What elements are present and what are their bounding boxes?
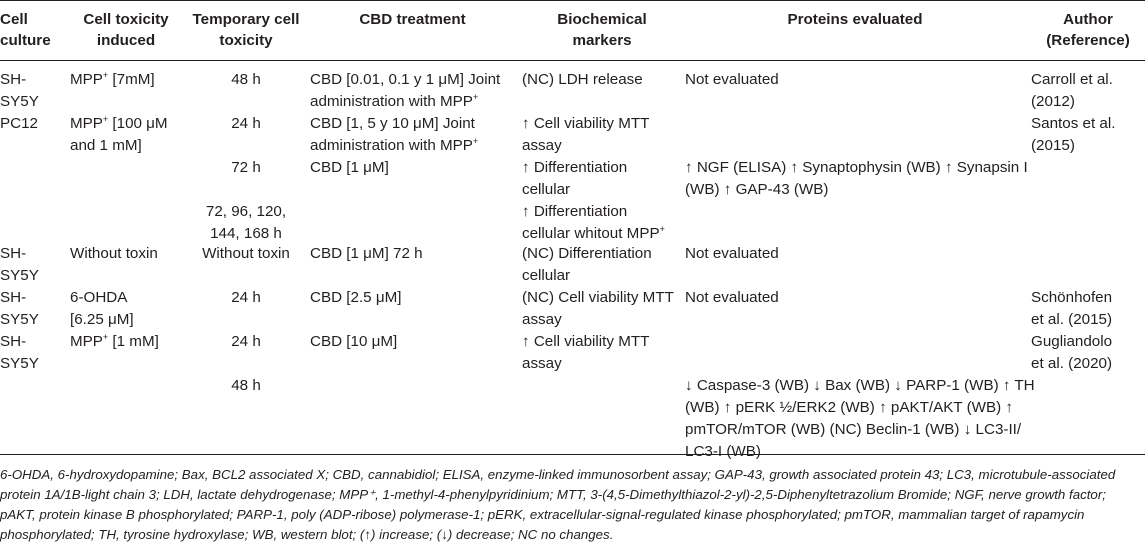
- table-cell-proteins: Not evaluated: [685, 289, 779, 306]
- column-header-cbd: CBD treatment: [359, 11, 466, 28]
- table-cell-toxicity: Without toxin: [70, 245, 158, 262]
- column-header-temporary: Temporary cell toxicity: [192, 11, 300, 49]
- table-cell-toxicity: MPP+ [1 mM]: [70, 331, 159, 350]
- table-cell-markers: ↑ Differentiation cellular whitout MPP+: [522, 203, 665, 242]
- table-cell-author: Santos et al. (2015): [1031, 115, 1116, 154]
- table-cell-toxicity: 6-OHDA [6.25 μM]: [70, 289, 134, 328]
- table-cell-culture: SH- SY5Y: [0, 289, 39, 328]
- table-cell-culture: SH- SY5Y: [0, 245, 39, 284]
- table-cell-markers: (NC) LDH release: [522, 71, 643, 88]
- table-cell-author: Carroll et al. (2012): [1031, 71, 1113, 110]
- table-cell-markers: (NC) Differentiation cellular: [522, 245, 652, 284]
- table-cell-temporary: 72, 96, 120, 144, 168 h: [205, 203, 287, 242]
- table-cell-toxicity: MPP+ [7mM]: [70, 69, 155, 88]
- table-cell-temporary: 48 h: [231, 71, 261, 88]
- table-cell-temporary: 72 h: [231, 159, 261, 176]
- table-cell-markers: ↑ Cell viability MTT assay: [522, 115, 650, 154]
- header-rule: [0, 60, 1145, 61]
- table-cell-markers: (NC) Cell viability MTT assay: [522, 289, 674, 328]
- table-cell-proteins: ↑ NGF (ELISA) ↑ Synaptophysin (WB) ↑ Syn…: [685, 159, 1028, 198]
- table-cell-cbd: CBD [0.01, 0.1 y 1 μM] Joint administrati…: [310, 71, 501, 110]
- table-cell-author: Schönhofen et al. (2015): [1031, 289, 1113, 328]
- bottom-rule: [0, 454, 1145, 455]
- table-cell-proteins: Not evaluated: [685, 245, 779, 262]
- table-cell-culture: PC12: [0, 115, 38, 132]
- column-header-author: Author (Reference): [1046, 11, 1130, 49]
- table-cell-proteins: ↓ Caspase-3 (WB) ↓ Bax (WB) ↓ PARP-1 (WB…: [685, 377, 1035, 460]
- table-cell-cbd: CBD [10 μM]: [310, 333, 398, 350]
- table-cell-temporary: Without toxin: [202, 245, 290, 262]
- column-header-toxicity: Cell toxicity induced: [83, 11, 169, 49]
- table-cell-culture: SH- SY5Y: [0, 71, 39, 110]
- table-cell-temporary: 48 h: [231, 377, 261, 394]
- column-header-culture: Cell culture: [0, 11, 51, 49]
- table-cell-temporary: 24 h: [231, 115, 261, 132]
- table-footnote: 6-OHDA, 6-hydroxydopamine; Bax, BCL2 ass…: [0, 467, 1116, 542]
- table-cell-markers: ↑ Differentiation cellular: [522, 159, 628, 198]
- table-cell-cbd: CBD [2.5 μM]: [310, 289, 402, 306]
- table-cell-culture: SH- SY5Y: [0, 333, 39, 372]
- table-cell-cbd: CBD [1 μM] 72 h: [310, 245, 423, 262]
- table-cell-toxicity: MPP+ [100 μM and 1 mM]: [70, 113, 168, 154]
- table-cell-temporary: 24 h: [231, 333, 261, 350]
- column-header-markers: Biochemical markers: [557, 11, 647, 49]
- table-cell-proteins: Not evaluated: [685, 71, 779, 88]
- table-cell-markers: ↑ Cell viability MTT assay: [522, 333, 650, 372]
- table-cell-cbd: CBD [1 μM]: [310, 159, 389, 176]
- table-cell-temporary: 24 h: [231, 289, 261, 306]
- table-cell-author: Gugliandolo et al. (2020): [1031, 333, 1113, 372]
- column-header-proteins: Proteins evaluated: [787, 11, 923, 28]
- table-cell-cbd: CBD [1, 5 y 10 μM] Joint administration w…: [310, 115, 479, 154]
- top-rule: [0, 0, 1145, 1]
